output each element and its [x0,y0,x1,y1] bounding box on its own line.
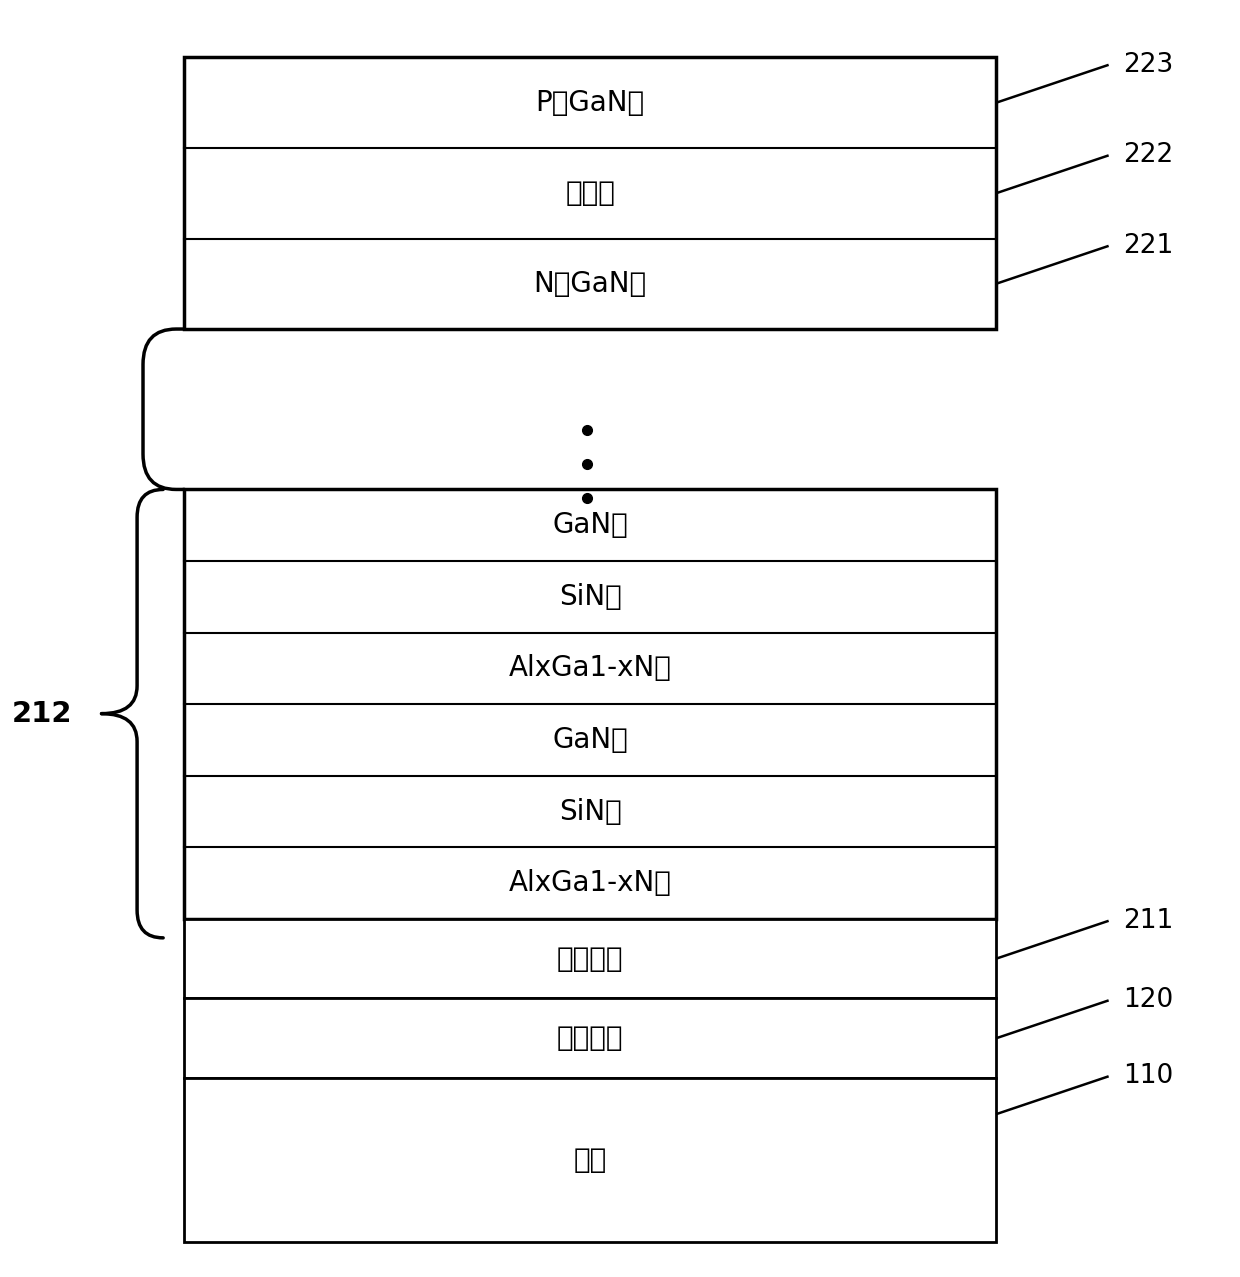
Text: 110: 110 [1123,1064,1173,1089]
Bar [185,1078,996,1243]
Text: 基底: 基底 [574,1147,606,1174]
Text: GaN层: GaN层 [552,725,629,753]
Text: 222: 222 [1123,142,1173,169]
Bar [185,489,996,919]
Text: 212: 212 [11,700,72,728]
Text: P型GaN层: P型GaN层 [536,88,645,116]
Text: GaN层: GaN层 [552,511,629,539]
Text: 221: 221 [1123,232,1173,259]
Text: 223: 223 [1123,52,1173,78]
Text: AlxGa1-xN层: AlxGa1-xN层 [508,654,672,682]
Bar [185,57,996,329]
Text: 石墨烯层: 石墨烯层 [557,1024,624,1052]
Bar [185,999,996,1078]
Text: 缓冲子层: 缓冲子层 [557,945,624,973]
Text: N型GaN层: N型GaN层 [533,269,647,298]
Text: 120: 120 [1123,987,1173,1014]
Text: AlxGa1-xN层: AlxGa1-xN层 [508,870,672,898]
Text: SiN层: SiN层 [559,582,621,610]
Text: SiN层: SiN层 [559,798,621,825]
Bar [185,919,996,999]
Text: 有源层: 有源层 [565,179,615,207]
Text: 211: 211 [1123,908,1173,933]
